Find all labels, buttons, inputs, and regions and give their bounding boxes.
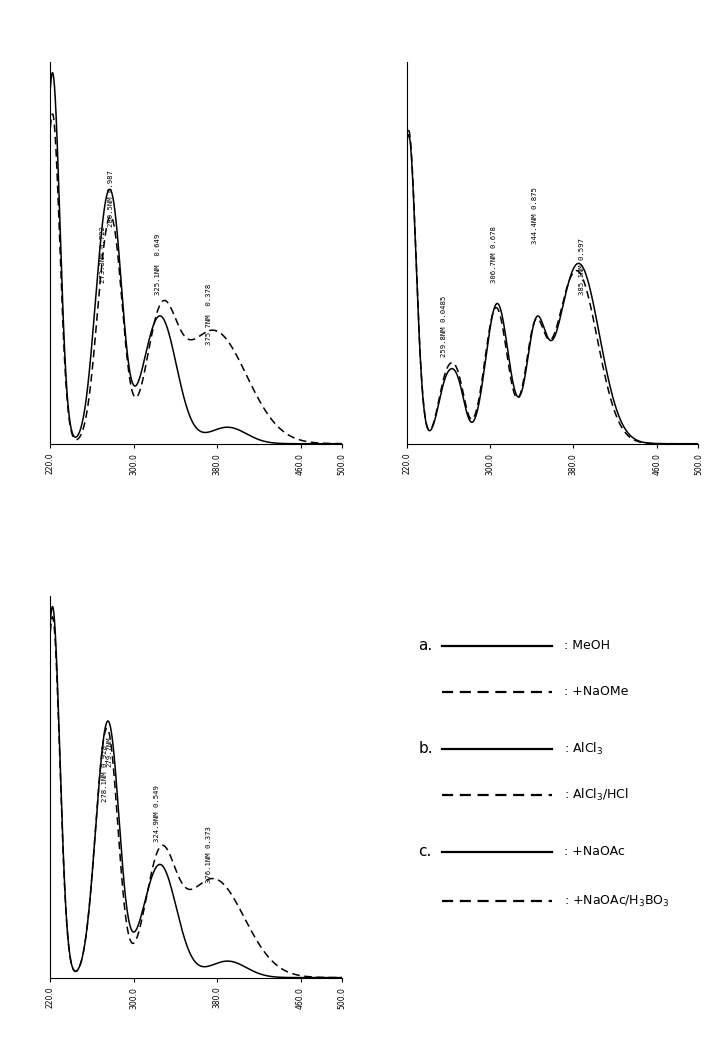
Text: : AlCl$_3$/HCl: : AlCl$_3$/HCl	[564, 786, 629, 803]
Text: 385.1NM 0.597: 385.1NM 0.597	[579, 238, 585, 295]
Text: 279.7NM: 279.7NM	[107, 736, 113, 768]
Text: : +NaOAc: : +NaOAc	[564, 846, 625, 858]
Text: : +NaOAc/H$_3$BO$_3$: : +NaOAc/H$_3$BO$_3$	[564, 893, 670, 909]
Text: c.: c.	[418, 844, 431, 859]
Text: : AlCl$_3$: : AlCl$_3$	[564, 740, 603, 757]
Text: 306.7NM 0.678: 306.7NM 0.678	[491, 226, 497, 283]
Text: 376.1NM 0.373: 376.1NM 0.373	[206, 826, 212, 883]
Text: : MeOH: : MeOH	[564, 640, 610, 652]
Text: 273.3NM 0.722: 273.3NM 0.722	[99, 226, 106, 283]
Text: 344.4NM 0.875: 344.4NM 0.875	[532, 187, 538, 243]
Text: : +NaOMe: : +NaOMe	[564, 685, 629, 698]
Text: 278.1NM 0.928: 278.1NM 0.928	[102, 746, 107, 803]
Text: 325.1NM  0.649: 325.1NM 0.649	[155, 234, 161, 295]
Text: 375.7NM  0.378: 375.7NM 0.378	[206, 284, 212, 345]
Text: b.: b.	[418, 742, 433, 756]
Text: 280.5NM 0.987: 280.5NM 0.987	[108, 171, 114, 228]
Text: a.: a.	[418, 639, 433, 653]
Text: 324.9NM 0.549: 324.9NM 0.549	[154, 785, 160, 841]
Text: 259.8NM 0.0485: 259.8NM 0.0485	[441, 296, 447, 357]
